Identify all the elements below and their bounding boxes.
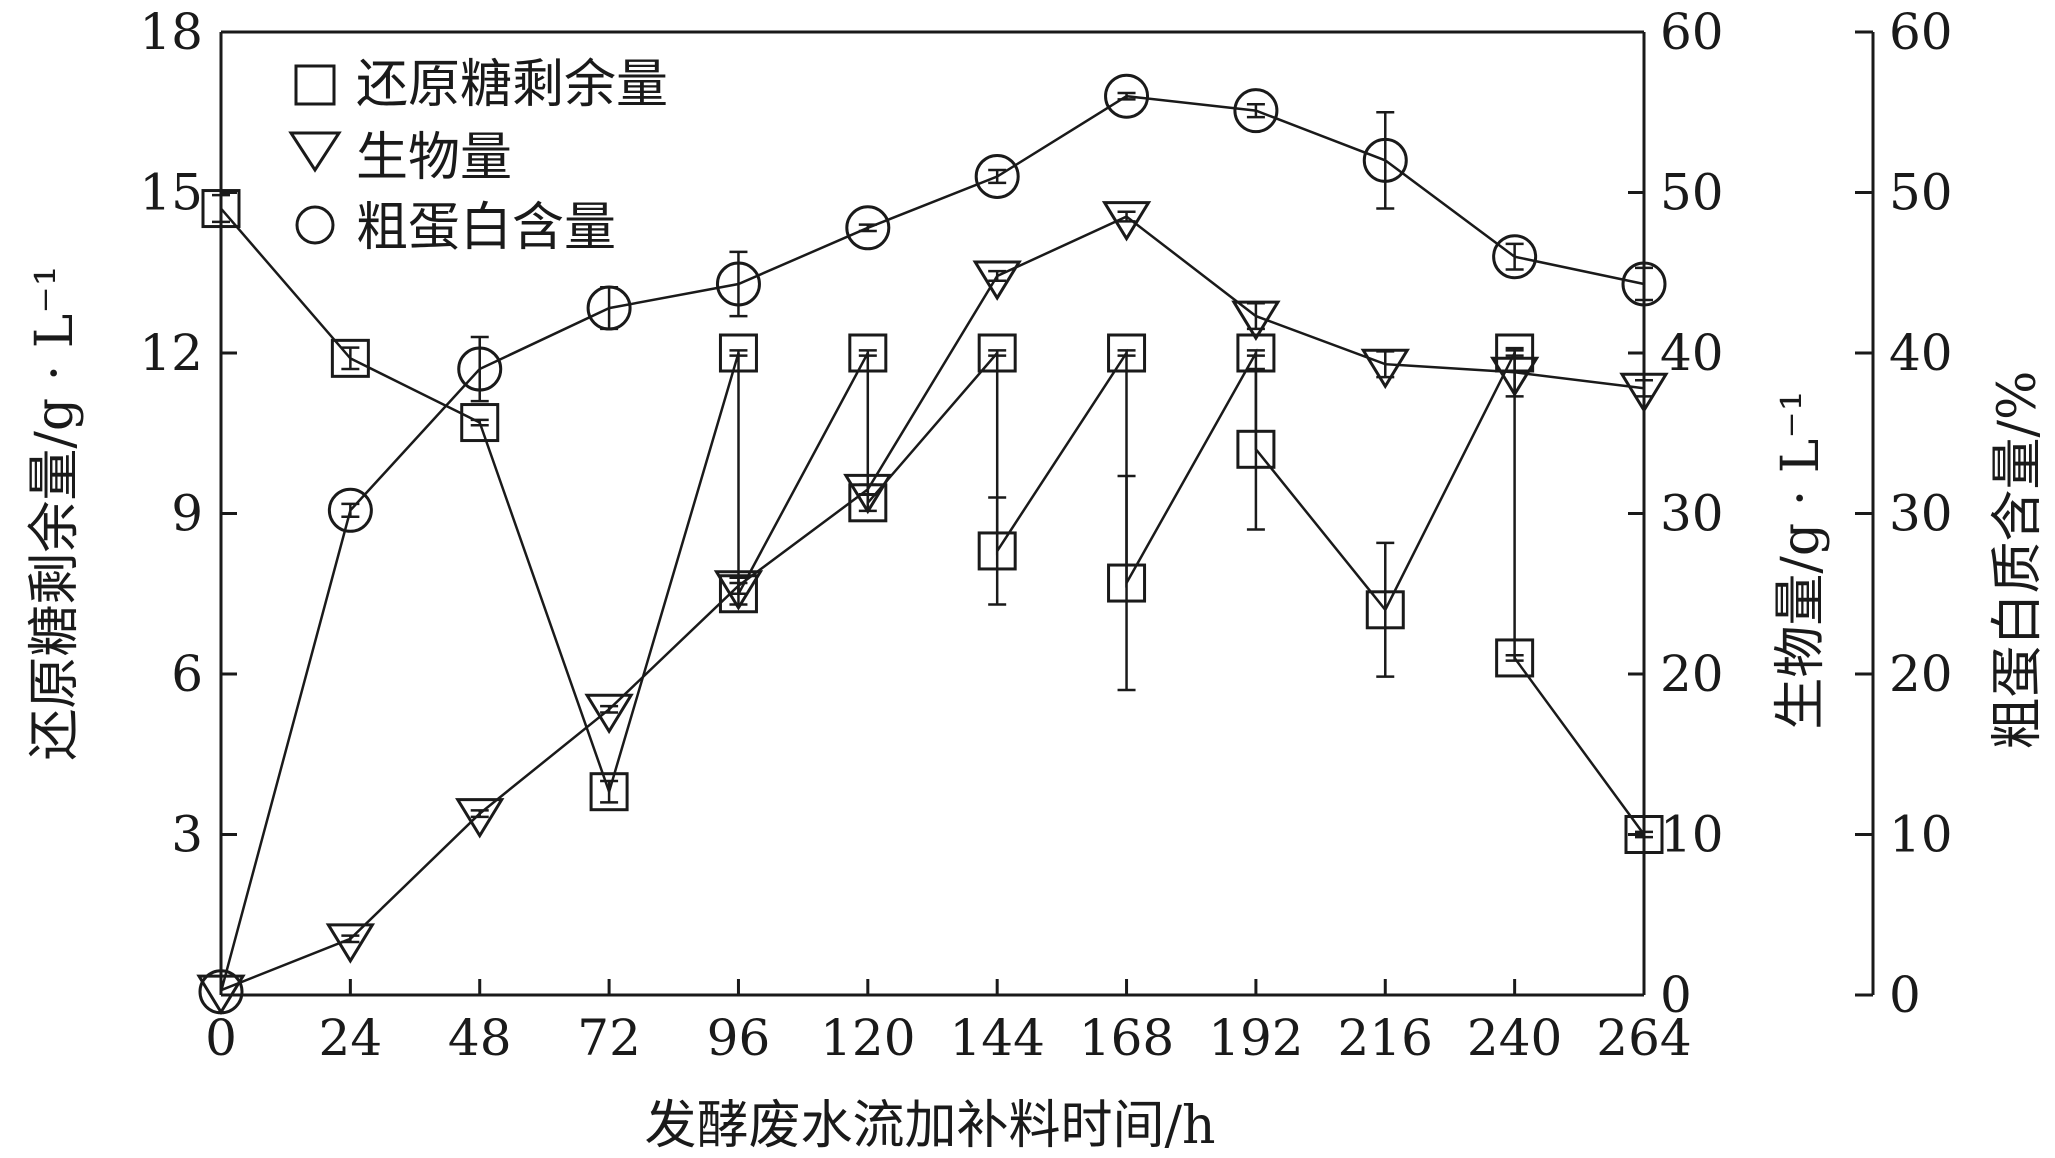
data-point-protein <box>198 969 244 1015</box>
right-y-tick-label: 50 <box>1660 164 1724 222</box>
series-line-biomass <box>220 215 1645 992</box>
series-line-sugar <box>220 207 1646 836</box>
legend-square-marker <box>294 64 336 106</box>
right-y-tick-label: 0 <box>1660 966 1692 1024</box>
left-y-tick-label: 15 <box>139 164 203 222</box>
data-point-biomass <box>196 974 246 1016</box>
x-tick-label: 24 <box>319 1009 383 1067</box>
data-point-sugar <box>718 333 758 373</box>
x-tick-label: 144 <box>949 1009 1044 1067</box>
outer-right-y-tick-label: 40 <box>1889 324 1953 382</box>
left-y-tick-label: 12 <box>139 324 203 382</box>
ticks <box>219 30 1873 997</box>
x-tick-label: 72 <box>577 1009 641 1067</box>
legend: 还原糖剩余量 生物量 粗蛋白含量 <box>288 55 668 258</box>
data-point-biomass <box>1231 300 1281 341</box>
data-point-biomass <box>1360 348 1410 390</box>
data-point-protein <box>457 346 503 392</box>
data-point-sugar <box>1236 429 1276 469</box>
x-tick-label: 120 <box>820 1009 915 1067</box>
data-point-biomass <box>713 570 764 611</box>
data-point-protein <box>1492 234 1538 280</box>
outer-right-y-tick-label: 20 <box>1889 645 1953 703</box>
data-point-sugar <box>201 189 241 229</box>
data-point-protein <box>1233 88 1279 134</box>
outer-right-y-tick-label: 30 <box>1889 485 1953 543</box>
left-y-tick-label: 6 <box>171 645 203 703</box>
data-point-sugar <box>1495 333 1535 373</box>
outer-right-y-tick-label: 0 <box>1889 966 1921 1024</box>
data-point-biomass <box>1619 372 1669 414</box>
tick-labels: 0 24 48 72 96 120 144 168 192 216 240 264 3 6 9 12 15 18 0… <box>139 3 1952 1067</box>
series-line-protein <box>219 94 1645 993</box>
data-point-sugar <box>1107 333 1147 373</box>
data-point-protein <box>1362 137 1408 183</box>
series-lines <box>219 94 1646 993</box>
outer-right-y-tick-label: 60 <box>1889 3 1953 61</box>
left-y-axis-title: 还原糖剩余量/g · L⁻¹ <box>25 265 85 760</box>
data-point-sugar <box>460 403 500 443</box>
data-point-sugar <box>589 772 629 812</box>
data-point-sugar <box>1495 638 1535 678</box>
data-point-sugar <box>1624 815 1664 854</box>
data-point-biomass <box>1101 201 1152 242</box>
data-point-biomass <box>972 260 1022 301</box>
markers <box>196 73 1669 1016</box>
legend-circle-marker <box>295 205 335 245</box>
data-point-biomass <box>1489 356 1540 398</box>
data-point-protein <box>715 261 761 307</box>
x-tick-label: 240 <box>1467 1009 1562 1067</box>
right-y-tick-label: 60 <box>1660 3 1724 61</box>
data-point-sugar <box>718 574 758 614</box>
right-y-axis-title-biomass: 生物量/g · L⁻¹ <box>1771 390 1831 729</box>
left-y-tick-label: 3 <box>171 806 203 864</box>
data-point-sugar <box>848 333 888 373</box>
data-point-sugar <box>1365 590 1405 630</box>
data-point-protein <box>845 205 891 251</box>
data-point-sugar <box>330 338 370 378</box>
data-point-sugar <box>1107 563 1147 603</box>
data-point-sugar <box>977 531 1017 571</box>
outer-right-y-tick-label: 50 <box>1889 164 1953 222</box>
data-point-sugar <box>977 333 1017 373</box>
legend-triangle-marker <box>288 131 342 173</box>
data-point-biomass <box>325 923 376 964</box>
data-point-biomass <box>843 473 893 515</box>
data-point-sugar <box>1236 333 1276 373</box>
x-tick-label: 264 <box>1596 1009 1691 1067</box>
right-y-tick-label: 10 <box>1660 806 1724 864</box>
data-point-protein <box>974 153 1020 199</box>
right-y-tick-label: 30 <box>1660 485 1724 543</box>
x-tick-label: 192 <box>1208 1009 1303 1067</box>
outer-right-y-axis-title-protein: 粗蛋白质含量/% <box>1988 371 2048 750</box>
x-axis-title: 发酵废水流加补料时间/h <box>644 1096 1215 1156</box>
right-y-tick-label: 40 <box>1660 324 1724 382</box>
legend-label-biomass: 生物量 <box>356 128 512 188</box>
x-tick-label: 48 <box>448 1009 512 1067</box>
error-bars <box>212 91 1653 944</box>
data-point-protein <box>586 285 632 331</box>
x-tick-label: 96 <box>707 1009 771 1067</box>
outer-right-y-tick-label: 10 <box>1889 806 1953 864</box>
data-point-sugar <box>848 483 888 523</box>
data-point-protein <box>327 487 373 533</box>
data-point-biomass <box>455 798 505 839</box>
data-point-biomass <box>584 693 634 735</box>
right-y-tick-label: 20 <box>1660 645 1724 703</box>
data-point-protein <box>1621 261 1667 307</box>
legend-label-protein: 粗蛋白含量 <box>356 198 616 258</box>
x-tick-label: 0 <box>205 1009 237 1067</box>
left-y-tick-label: 18 <box>139 3 203 61</box>
x-tick-label: 168 <box>1079 1009 1174 1067</box>
data-point-protein <box>1104 73 1150 119</box>
x-tick-label: 216 <box>1338 1009 1433 1067</box>
legend-label-sugar: 还原糖剩余量 <box>356 55 668 115</box>
left-y-tick-label: 9 <box>171 485 203 543</box>
